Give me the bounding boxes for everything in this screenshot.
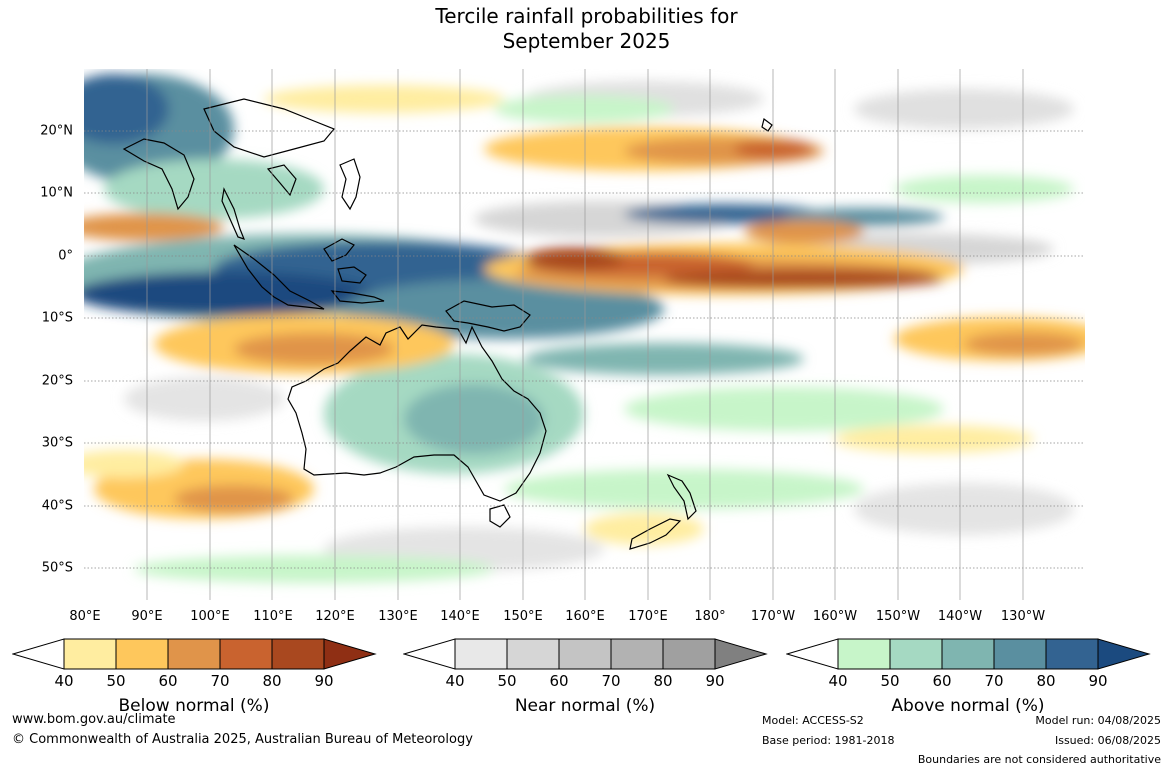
lon-label: 170°W [750, 609, 796, 624]
lat-label: 50°S [41, 560, 73, 576]
footer-base-period: Base period: 1981-2018 [762, 734, 895, 747]
lat-label: 30°S [41, 435, 73, 451]
cb-tick: 90 [314, 672, 334, 690]
cb-swatch [115, 638, 169, 670]
cb-tick: 50 [880, 672, 900, 690]
cb-tick: 40 [445, 672, 465, 690]
cb-tick: 70 [601, 672, 621, 690]
cb-tick: 50 [106, 672, 126, 690]
lat-label: 20°S [41, 373, 73, 389]
cb-tick: 90 [705, 672, 725, 690]
cb-swatch [219, 638, 273, 670]
cb-swatch [63, 638, 117, 670]
cb-swatch [558, 638, 612, 670]
colorbar-below-normal [12, 638, 377, 670]
cb-swatch [506, 638, 560, 670]
rainfall-probability-map [84, 69, 1085, 600]
lon-label: 110°E [253, 609, 293, 624]
cb-swatch [167, 638, 221, 670]
cb-swatch [610, 638, 664, 670]
footer-model-run: Model run: 04/08/2025 [1035, 714, 1161, 727]
lon-label: 150°W [875, 609, 921, 624]
footer-url[interactable]: www.bom.gov.au/climate [12, 712, 176, 727]
cb-tick: 90 [1088, 672, 1108, 690]
cb-tick: 60 [549, 672, 569, 690]
cb-swatch [1045, 638, 1099, 670]
lat-label: 10°S [41, 310, 73, 326]
cb-tick: 80 [1036, 672, 1056, 690]
lon-label: 140°W [937, 609, 983, 624]
lat-label: 40°S [41, 498, 73, 514]
cb-tick: 70 [210, 672, 230, 690]
cb-high-triangle [714, 638, 768, 670]
meridians [146, 69, 1024, 600]
footer-model: Model: ACCESS-S2 [762, 714, 864, 727]
cb-swatch [837, 638, 891, 670]
colorbar-title-below: Below normal (%) [118, 696, 270, 716]
cb-tick: 50 [497, 672, 517, 690]
cb-low-triangle [12, 638, 65, 670]
cb-swatch [941, 638, 995, 670]
title-line-2: September 2025 [502, 29, 671, 53]
lat-label: 0° [58, 248, 73, 264]
lon-label: 180° [694, 609, 726, 624]
lat-label: 10°N [40, 185, 73, 201]
coastlines [122, 98, 773, 550]
cb-tick: 40 [828, 672, 848, 690]
lon-label: 170°E [628, 609, 668, 624]
cb-swatch [271, 638, 325, 670]
cb-high-triangle [323, 638, 377, 670]
cb-swatch [454, 638, 508, 670]
lon-label: 160°W [812, 609, 858, 624]
cb-tick: 70 [984, 672, 1004, 690]
colorbar-above-normal [786, 638, 1151, 670]
lon-label: 130°E [378, 609, 418, 624]
footer-copyright: © Commonwealth of Australia 2025, Austra… [12, 732, 473, 747]
lon-label: 90°E [131, 609, 163, 624]
cb-swatch [889, 638, 943, 670]
lon-label: 120°E [315, 609, 355, 624]
lat-label: 20°N [40, 123, 73, 139]
cb-swatch [662, 638, 716, 670]
colorbar-title-near: Near normal (%) [514, 696, 656, 716]
cb-swatch [993, 638, 1047, 670]
cb-tick: 60 [932, 672, 952, 690]
cb-low-triangle [403, 638, 456, 670]
footer-disclaimer: Boundaries are not considered authoritat… [917, 753, 1161, 766]
lon-label: 130°W [1000, 609, 1046, 624]
cb-tick: 40 [54, 672, 74, 690]
footer-issued: Issued: 06/08/2025 [1054, 734, 1161, 747]
cb-tick: 80 [653, 672, 673, 690]
title-line-1: Tercile rainfall probabilities for [435, 4, 738, 28]
map-title: Tercile rainfall probabilities for Septe… [0, 4, 1173, 54]
lon-label: 160°E [565, 609, 605, 624]
lon-label: 150°E [503, 609, 543, 624]
cb-low-triangle [786, 638, 839, 670]
cb-high-triangle [1097, 638, 1151, 670]
colorbar-title-above: Above normal (%) [891, 696, 1045, 716]
lon-label: 80°E [69, 609, 101, 624]
graticule [84, 130, 1085, 569]
cb-tick: 80 [262, 672, 282, 690]
map-canvas [84, 69, 1085, 600]
lon-label: 100°E [190, 609, 230, 624]
colorbar-near-normal [403, 638, 768, 670]
lon-label: 140°E [440, 609, 480, 624]
cb-tick: 60 [158, 672, 178, 690]
